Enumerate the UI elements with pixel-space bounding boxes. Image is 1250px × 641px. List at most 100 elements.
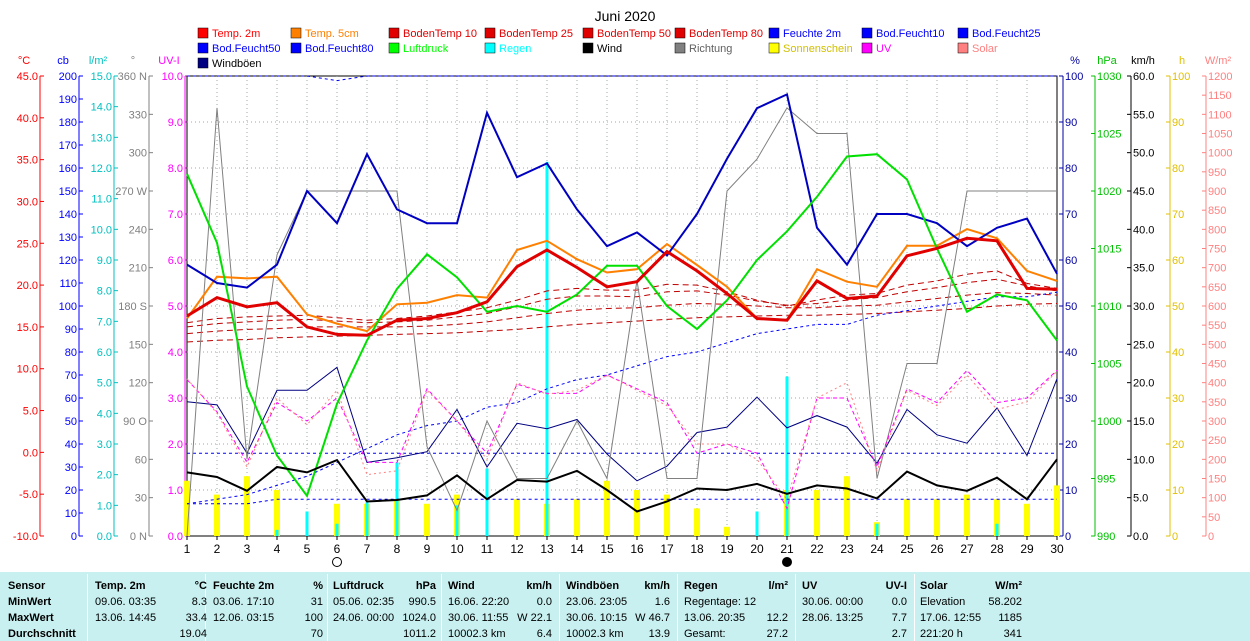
bar-regen [485,468,489,536]
stats-column-gust: Windböen km/h 23.06. 23:05 1.6 30.06. 10:15 W… [566,572,670,641]
x-tick-label: 16 [630,542,644,556]
axis-tick-label-humidity: 40 [1065,347,1077,359]
stats-time-solar: Elevation [920,596,966,608]
axis-tick-label-wind: 10.0 [1133,454,1154,466]
axis-title-uv: UV-I [158,55,179,67]
axis-tick-label-direction: 240 [129,224,147,236]
axis-tick-label-uv: 8.0 [168,163,183,175]
axis-title-wind: km/h [1131,55,1155,67]
x-tick-label: 22 [810,542,824,556]
axis-title-humidity: % [1070,55,1080,67]
x-tick-label: 20 [750,542,764,556]
stats-value-solar: 1185 [998,612,1022,624]
stats-header-press: Luftdruck [333,580,384,592]
stats-header-temp: Temp. 2m [95,580,146,592]
stats-value-hum: 70 [310,628,323,640]
axis-title-cb: cb [57,55,69,67]
axis-tick-label-direction: 60 [135,454,147,466]
axis-tick-label-rain_lm2: 4.0 [97,408,112,420]
stats-value-hum: 31 [310,596,323,608]
stats-unit-temp: °C [194,580,207,592]
axis-tick-label-humidity: 10 [1065,485,1077,497]
stats-time-hum: 03.06. 17:10 [213,596,275,608]
axis-tick-label-pressure: 990 [1097,531,1115,543]
bar-sonnenschein [424,503,430,536]
axis-tick-label-cb: 180 [59,117,77,129]
axis-tick-label-sunshine: 10 [1172,485,1184,497]
axis-tick-label-humidity: 100 [1065,71,1083,83]
x-tick-label: 24 [870,542,884,556]
x-tick-label: 19 [720,542,734,556]
axis-tick-label-temp_C: -5.0 [19,489,38,501]
legend-swatch [582,27,594,39]
axis-tick-label-rain_lm2: 12.0 [91,163,112,175]
axis-tick-label-rain_lm2: 11.0 [91,194,112,206]
axis-tick-label-direction: 270 W [115,186,147,198]
axis-tick-label-temp_C: -10.0 [13,531,38,543]
stats-unit-rain: l/m² [768,580,788,592]
stats-unit-solar: W/m² [995,580,1022,592]
legend-label: Bod.Feucht25 [972,28,1041,40]
axis-title-sunshine: h [1179,55,1185,67]
axis-tick-label-cb: 200 [59,71,77,83]
axis-tick-label-humidity: 60 [1065,255,1077,267]
axis-tick-label-pressure: 1010 [1097,301,1121,313]
legend-label: Temp. 2m [212,28,260,40]
bar-sonnenschein [514,499,520,536]
bar-regen [335,523,339,536]
axis-tick-label-direction: 0 N [130,531,147,543]
axis-tick-label-wind: 55.0 [1133,109,1154,121]
legend-swatch [197,57,209,69]
legend-label: BodenTemp 10 [403,28,477,40]
stats-value-rain: 27.2 [766,628,788,640]
axis-tick-label-sunshine: 90 [1172,117,1184,129]
stats-value-uv: 0.0 [891,596,907,608]
axis-tick-label-pressure: 1030 [1097,71,1121,83]
axis-tick-label-cb: 160 [59,163,77,175]
bar-sonnenschein [634,490,640,536]
axis-tick-label-sunshine: 70 [1172,209,1184,221]
axis-tick-label-temp_C: 20.0 [17,280,38,292]
legend-label: BodenTemp 80 [689,28,763,40]
legend-swatch [674,27,686,39]
x-tick-label: 12 [510,542,524,556]
series-line-bod-feucht80 [187,498,1057,505]
axis-tick-label-cb: 40 [65,439,77,451]
axis-tick-label-uv: 6.0 [168,255,183,267]
axis-tick-label-temp_C: 40.0 [17,113,38,125]
axis-tick-label-wind: 50.0 [1133,148,1154,160]
stats-value-temp: 8.3 [191,596,207,608]
bar-sonnenschein [334,503,340,536]
bar-regen [875,523,879,536]
weather-chart: Juni 2020 Temp. 2m Temp. 5cm BodenTemp 10 B… [13,8,1232,567]
stats-value-temp: 33.4 [185,612,207,624]
axis-tick-label-rain_lm2: 6.0 [97,347,112,359]
bar-sonnenschein [574,499,580,536]
stats-time-uv: 30.06. 00:00 [802,596,864,608]
axis-tick-label-cb: 190 [59,94,77,106]
axis-tick-label-sunshine: 20 [1172,439,1184,451]
legend-swatch [484,42,496,54]
axis-tick-label-pressure: 1005 [1097,359,1121,371]
x-tick-label: 4 [274,542,281,556]
stats-unit-gust: km/h [644,580,670,592]
axis-tick-label-temp_C: 30.0 [17,196,38,208]
legend-label: Bod.Feucht50 [212,43,281,55]
legend-label: Bod.Feucht80 [305,43,374,55]
x-tick-label: 28 [990,542,1004,556]
legend-label: UV [876,43,892,55]
stats-value-gust: 1.6 [654,596,670,608]
stats-column-hum: Feuchte 2m% 03.06. 17:10 31 12.06. 03:15 100… [213,572,323,641]
stats-column-temp: Temp. 2m °C 09.06. 03:35 8.3 13.06. 14:45 33.… [95,572,207,641]
axis-tick-label-direction: 120 [129,378,147,390]
x-tick-label: 23 [840,542,854,556]
series-line-luftdruck [186,153,1058,498]
bar-regen [305,511,309,536]
bar-regen [995,523,999,536]
axis-tick-label-wind: 25.0 [1133,339,1154,351]
bar-regen [545,161,549,536]
series-line-wind [186,458,1058,513]
stats-sensor-header: Sensor [8,580,46,592]
axis-tick-label-humidity: 50 [1065,301,1077,313]
axis-tick-label-solar: 550 [1208,320,1226,332]
